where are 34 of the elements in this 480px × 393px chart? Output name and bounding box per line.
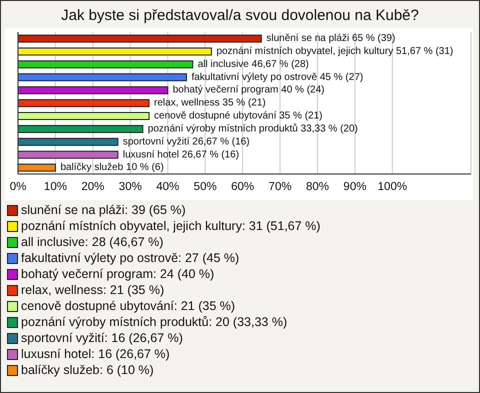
data-label: relax, wellness 35 % (21): [154, 98, 266, 109]
x-tick-label: 20%: [81, 181, 104, 194]
x-tick-label: 70%: [268, 181, 292, 194]
data-label: poznání výroby místních produktů 33,33 % (20): [148, 122, 358, 134]
legend-label: fakultativní výlety po ostrově: 27 (45 %): [21, 251, 240, 265]
x-tick-label: 60%: [231, 181, 254, 194]
x-tick-label: 90%: [343, 181, 366, 194]
legend-label: all inclusive: 28 (46,67 %): [21, 235, 164, 249]
data-label: all inclusive 46,67 % (28): [198, 58, 309, 70]
x-tick-label: 0%: [10, 181, 26, 194]
x-tick-label: 40%: [156, 181, 180, 194]
data-label: slunění se na pláži 65 % (39): [266, 33, 396, 44]
legend-label: balíčky služeb: 6 (10 %): [21, 363, 154, 377]
legend-label: bohatý večerní program: 24 (40 %): [21, 267, 214, 281]
x-tick-label: 80%: [306, 181, 330, 194]
x-tick-label: 30%: [118, 181, 142, 194]
data-label: balíčky služeb 10 % (6): [60, 162, 164, 174]
data-label: sportovní vyžití 26,67 % (16): [122, 136, 250, 148]
x-tick-label: 100%: [378, 181, 408, 194]
data-label: bohatý večerní program 40 % (24): [172, 84, 324, 96]
legend-label: sportovní vyžití: 16 (26,67 %): [21, 331, 183, 345]
legend-label: slunění se na pláži: 39 (65 %): [21, 203, 186, 217]
data-label: luxusní hotel 26,67 % (16): [122, 149, 240, 160]
x-tick-label: 10%: [44, 181, 67, 194]
legend-label: poznání výroby místních produktů: 20 (33,33 %): [21, 315, 288, 329]
legend-label: cenově dostupné ubytování: 21 (35 %): [21, 299, 236, 313]
legend-label: luxusní hotel: 16 (26,67 %): [21, 347, 170, 361]
legend-label: poznání místních obyvatel, jejich kultury: 31 (51,67 %): [21, 219, 320, 233]
data-label: poznání místních obyvatel, jejich kultury 51,67 % (31): [216, 46, 454, 57]
legend-label: relax, wellness: 21 (35 %): [21, 283, 164, 297]
x-tick-label: 50%: [194, 181, 217, 194]
chart-title: Jak byste si představoval/a svou dovolenou na Kubě?: [60, 6, 420, 26]
data-label: fakultativní výlety po ostrově 45 % (27): [191, 72, 364, 83]
data-label: cenově dostupné ubytování 35 % (21): [154, 110, 322, 122]
